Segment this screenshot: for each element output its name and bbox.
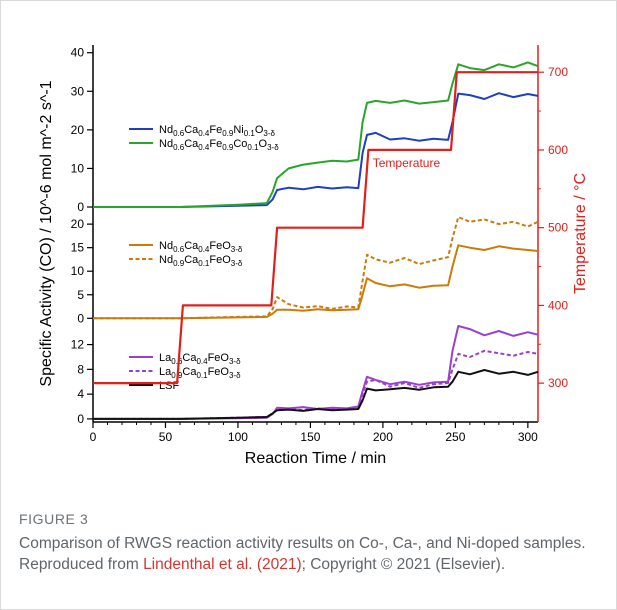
y-tick-label: 8 bbox=[77, 362, 84, 376]
legend-label: La0.9Ca0.1FeO3-δ bbox=[159, 366, 241, 380]
right-tick-label: 500 bbox=[548, 221, 568, 235]
x-tick-label: 150 bbox=[300, 430, 320, 444]
right-tick-label: 400 bbox=[548, 298, 568, 312]
right-tick-label: 700 bbox=[548, 65, 568, 79]
x-tick-label: 0 bbox=[90, 430, 97, 444]
legend-label: Nd0.9Ca0.1FeO3-δ bbox=[159, 254, 243, 268]
figure-label: FIGURE 3 bbox=[19, 511, 89, 527]
legend-label: Nd0.6Ca0.4Fe0.9Co0.1O3-δ bbox=[159, 138, 279, 152]
y-tick-label: 10 bbox=[71, 264, 85, 278]
x-axis-title: Reaction Time / min bbox=[245, 450, 386, 467]
y-tick-label: 0 bbox=[77, 412, 84, 426]
y-tick-label: 0 bbox=[77, 311, 84, 325]
temperature-line bbox=[93, 71, 538, 385]
caption-text-part1: Comparison of RWGS reaction activity res… bbox=[19, 535, 586, 573]
legend-label: Nd0.6Ca0.4FeO3-δ bbox=[159, 240, 243, 254]
y-tick-label: 20 bbox=[71, 123, 85, 137]
legend-label: Nd0.6Ca0.4Fe0.9Ni0.1O3-δ bbox=[159, 124, 276, 138]
y-tick-label: 0 bbox=[77, 200, 84, 214]
citation-link[interactable]: Lindenthal et al. (2021) bbox=[143, 556, 302, 573]
series-line bbox=[93, 61, 539, 208]
figure-caption-text: Comparison of RWGS reaction activity res… bbox=[19, 533, 604, 575]
legend-label: La0.6Ca0.4FeO3-δ bbox=[159, 352, 241, 366]
series-line bbox=[93, 369, 539, 420]
y-tick-label: 12 bbox=[71, 338, 85, 352]
x-tick-label: 100 bbox=[228, 430, 248, 444]
series-line bbox=[93, 244, 539, 320]
y-axis-title-left: Specific Activity (CO) / 10^-6 mol m^-2 … bbox=[38, 80, 55, 386]
temperature-label: Temperature bbox=[373, 156, 441, 170]
caption-text-part2: ; Copyright © 2021 (Elsevier). bbox=[301, 556, 506, 573]
x-tick-label: 50 bbox=[159, 430, 173, 444]
y-tick-label: 4 bbox=[77, 387, 84, 401]
x-tick-label: 250 bbox=[445, 430, 465, 444]
series-line bbox=[93, 92, 539, 208]
right-tick-label: 300 bbox=[548, 376, 568, 390]
x-tick-label: 300 bbox=[518, 430, 538, 444]
y-tick-label: 30 bbox=[71, 84, 85, 98]
y-tick-label: 40 bbox=[71, 46, 85, 60]
y-tick-label: 10 bbox=[71, 161, 85, 175]
y-tick-label: 5 bbox=[77, 288, 84, 302]
y-tick-label: 15 bbox=[71, 241, 85, 255]
right-tick-label: 600 bbox=[548, 143, 568, 157]
figure-caption: FIGURE 3 Comparison of RWGS reaction act… bbox=[19, 511, 604, 575]
y-axis-title-right: Temperature / °C bbox=[572, 173, 589, 294]
series-line bbox=[93, 216, 539, 320]
y-tick-label: 20 bbox=[71, 217, 85, 231]
x-tick-label: 200 bbox=[373, 430, 393, 444]
